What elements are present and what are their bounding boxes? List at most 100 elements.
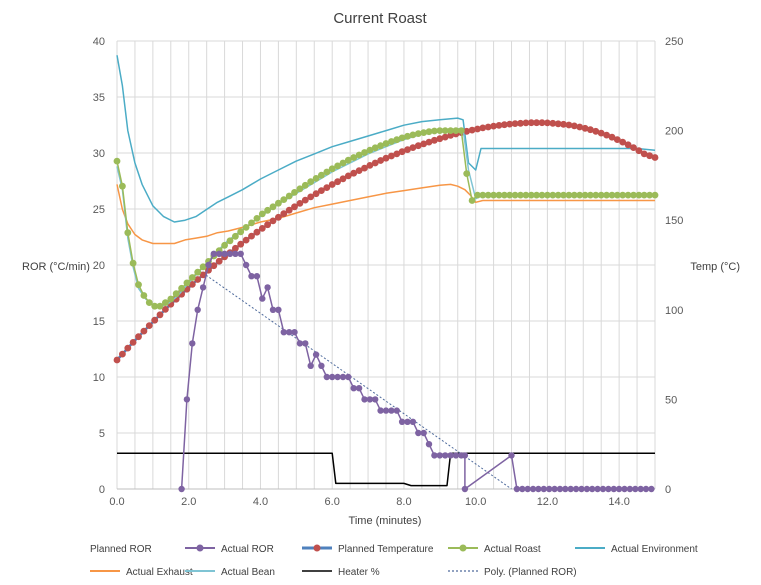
series-point-planned-temperature (409, 144, 417, 152)
series-point-actual-ror (610, 485, 617, 493)
series-point-actual-roast (570, 191, 578, 199)
series-point-actual-roast (624, 191, 632, 199)
series-point-planned-temperature (339, 175, 347, 183)
series-point-actual-roast (366, 146, 374, 154)
legend-label-actual-environment: Actual Environment (611, 544, 698, 555)
series-point-planned-temperature (420, 140, 428, 148)
y-tick-label: 15 (93, 316, 105, 328)
series-point-actual-roast (468, 197, 476, 204)
chart-title: Current Roast (333, 10, 427, 27)
series-point-actual-roast (167, 295, 175, 303)
series-point-actual-roast (544, 191, 551, 199)
series-point-planned-temperature (145, 322, 153, 329)
series-point-actual-roast (172, 290, 180, 298)
series-point-actual-ror (567, 485, 574, 493)
series-point-planned-temperature (275, 213, 282, 221)
y-tick-label: 25 (93, 204, 105, 216)
series-point-actual-ror (583, 485, 591, 493)
series-point-actual-ror (199, 284, 207, 291)
series-point-actual-roast (517, 191, 524, 199)
series-line-actual-environment (116, 55, 656, 223)
series-point-actual-roast (328, 165, 336, 173)
series-point-actual-ror (355, 385, 363, 392)
series-point-planned-temperature (280, 210, 288, 218)
grid-layer (116, 40, 656, 490)
series-point-actual-roast (280, 196, 288, 204)
series-point-actual-roast (431, 127, 438, 135)
series-line-actual-exhaust (116, 183, 655, 245)
series-point-planned-temperature (398, 148, 406, 156)
series-point-actual-roast (188, 274, 196, 281)
series-point-actual-ror (615, 485, 623, 493)
y-axis-title: ROR (°C/min) (22, 261, 90, 273)
series-point-actual-ror (237, 250, 244, 257)
series-point-planned-temperature (522, 119, 530, 127)
series-point-planned-temperature (463, 127, 471, 135)
series-point-planned-temperature (328, 181, 336, 188)
series-point-actual-ror (562, 485, 569, 493)
series-point-actual-ror (442, 452, 449, 459)
series-point-planned-temperature (194, 276, 202, 283)
series-point-planned-temperature (635, 147, 643, 155)
series-point-actual-roast (388, 138, 395, 145)
series-point-planned-temperature (355, 167, 363, 175)
y2-axis-title: Temp (°C) (690, 261, 740, 273)
series-point-actual-roast (242, 224, 250, 231)
series-point-planned-temperature (151, 316, 159, 324)
series-point-actual-roast (377, 142, 384, 150)
series-point-planned-temperature (253, 228, 261, 236)
series-point-actual-roast (382, 140, 390, 147)
y2-tick-label: 0 (665, 484, 671, 496)
series-point-actual-ror (447, 452, 454, 459)
series-point-actual-ror (637, 485, 644, 493)
series-point-actual-roast (183, 279, 191, 287)
series-point-planned-temperature (538, 119, 546, 127)
series-point-actual-ror (535, 485, 542, 493)
series-point-actual-ror (264, 284, 271, 291)
series-point-actual-roast (323, 168, 331, 176)
legend-label-planned-temperature: Planned Temperature (338, 544, 434, 555)
series-point-actual-ror (350, 385, 357, 392)
series-point-actual-roast (441, 127, 449, 134)
series-point-planned-temperature (441, 133, 449, 141)
series-point-planned-temperature (565, 121, 573, 129)
x-axis-title: Time (minutes) (349, 515, 422, 527)
series-point-actual-ror (599, 485, 607, 493)
series-point-actual-ror (621, 485, 628, 493)
series-point-planned-temperature (312, 190, 320, 198)
series-point-actual-ror (269, 306, 277, 313)
series-point-planned-temperature (560, 120, 567, 128)
series-point-actual-ror (648, 485, 655, 493)
series-point-actual-roast (355, 151, 363, 159)
series-point-actual-ror (605, 485, 612, 493)
series-point-actual-roast (581, 191, 589, 199)
series-point-planned-temperature (210, 262, 218, 270)
series-point-actual-ror (519, 485, 526, 493)
series-point-actual-ror (409, 418, 417, 425)
series-point-actual-ror (221, 250, 228, 257)
x-tick-label: 8.0 (396, 496, 411, 508)
series-point-planned-temperature (388, 152, 395, 160)
series-point-actual-roast (135, 281, 142, 289)
series-point-planned-temperature (576, 123, 584, 131)
series-point-planned-temperature (366, 162, 374, 169)
series-point-actual-roast (527, 191, 535, 199)
y2-tick-label: 150 (665, 215, 683, 227)
series-point-actual-ror (626, 485, 634, 493)
series-point-planned-temperature (425, 138, 433, 146)
legend-label-actual-ror: Actual ROR (221, 544, 274, 555)
series-point-planned-temperature (285, 206, 293, 214)
series-point-actual-roast (425, 128, 433, 136)
series-point-actual-roast (301, 181, 309, 189)
series-point-actual-roast (226, 237, 234, 245)
series-point-planned-temperature (581, 124, 589, 132)
series-point-actual-roast (258, 210, 266, 218)
series-point-actual-roast (129, 259, 137, 267)
series-point-actual-roast (560, 191, 567, 199)
series-point-actual-roast (495, 191, 503, 199)
series-point-planned-temperature (377, 157, 384, 164)
series-point-planned-temperature (484, 123, 492, 131)
series-point-actual-roast (371, 144, 379, 152)
series-point-actual-roast (474, 191, 481, 199)
series-point-actual-ror (529, 485, 537, 493)
